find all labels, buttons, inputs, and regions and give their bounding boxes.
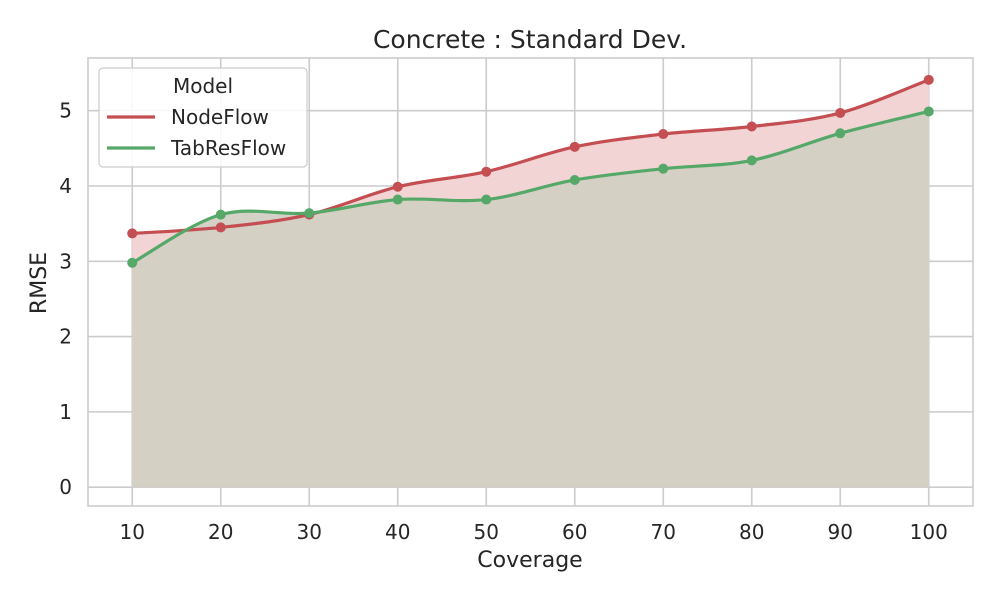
data-point-tabresflow xyxy=(923,106,934,117)
data-point-nodeflow xyxy=(658,129,669,140)
x-tick-label: 20 xyxy=(208,520,233,544)
series-points xyxy=(127,74,934,268)
data-point-nodeflow xyxy=(746,121,757,132)
data-point-nodeflow xyxy=(481,166,492,177)
y-tick-label: 2 xyxy=(59,325,72,349)
data-point-tabresflow xyxy=(835,128,846,139)
data-point-tabresflow xyxy=(481,194,492,205)
y-axis-label: RMSE xyxy=(27,252,52,314)
x-tick-label: 30 xyxy=(297,520,322,544)
x-tick-labels: 10 20 30 40 50 60 70 80 90 100 xyxy=(120,520,948,544)
legend-title: Model xyxy=(173,74,233,98)
data-point-tabresflow xyxy=(746,155,757,166)
y-tick-label: 0 xyxy=(59,475,72,499)
y-tick-label: 1 xyxy=(59,400,72,424)
data-point-nodeflow xyxy=(215,222,226,233)
data-point-nodeflow xyxy=(835,107,846,118)
y-tick-label: 5 xyxy=(59,99,72,123)
y-tick-label: 4 xyxy=(59,174,72,198)
x-tick-label: 60 xyxy=(562,520,587,544)
x-tick-label: 100 xyxy=(910,520,948,544)
x-axis-label: Coverage xyxy=(477,548,582,573)
legend-label-nodeflow: NodeFlow xyxy=(171,105,269,129)
x-tick-label: 10 xyxy=(120,520,145,544)
data-point-tabresflow xyxy=(658,163,669,174)
series-line-tabresflow xyxy=(131,109,930,265)
area-fill-tabresflow xyxy=(132,111,929,488)
y-tick-labels: 0 1 2 3 4 5 xyxy=(59,99,72,499)
legend-label-tabresflow: TabResFlow xyxy=(170,136,286,160)
series-lines xyxy=(131,78,930,265)
data-point-nodeflow xyxy=(392,181,403,192)
series-fills xyxy=(132,79,929,488)
data-point-tabresflow xyxy=(392,194,403,205)
x-tick-label: 90 xyxy=(828,520,853,544)
y-tick-label: 3 xyxy=(59,249,72,273)
data-point-tabresflow xyxy=(569,174,580,185)
data-point-nodeflow xyxy=(569,141,580,152)
data-point-tabresflow xyxy=(127,257,138,268)
chart-title: Concrete : Standard Dev. xyxy=(373,25,687,54)
plot-frame xyxy=(87,57,974,507)
legend-box xyxy=(98,67,308,168)
x-tick-label: 40 xyxy=(385,520,410,544)
x-tick-label: 80 xyxy=(739,520,764,544)
data-point-tabresflow xyxy=(304,208,315,219)
legend: Model NodeFlow TabResFlow xyxy=(98,67,308,168)
data-point-nodeflow xyxy=(127,228,138,239)
series-line-nodeflow xyxy=(132,78,930,236)
data-point-nodeflow xyxy=(923,74,934,85)
x-tick-label: 70 xyxy=(651,520,676,544)
data-point-tabresflow xyxy=(215,209,226,220)
x-tick-label: 50 xyxy=(474,520,499,544)
